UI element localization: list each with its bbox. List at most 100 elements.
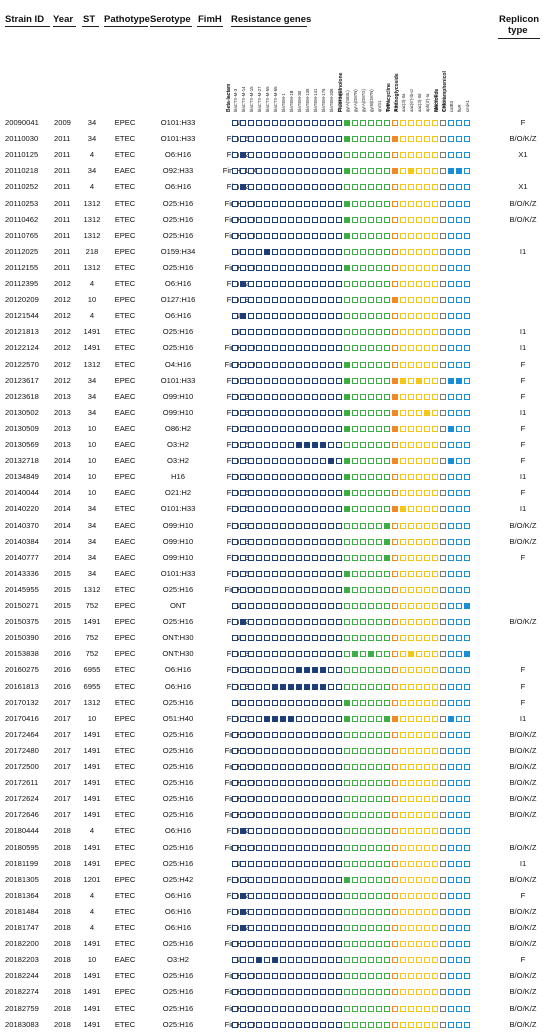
pathotype-cell: ETEC: [114, 584, 136, 594]
gene-absent-marker: [384, 168, 390, 175]
gene-absent-marker: [280, 844, 286, 851]
sequence-type-cell: 1491: [83, 987, 101, 997]
gene-present-marker: [272, 957, 278, 964]
gene-absent-marker: [352, 925, 358, 931]
gene-absent-marker: [288, 538, 294, 545]
gene-absent-marker: [256, 1021, 262, 1028]
header-st: ST: [83, 14, 96, 25]
gene-absent-marker: [272, 828, 278, 835]
gene-absent-marker: [424, 1005, 430, 1012]
gene-absent-marker: [376, 216, 382, 223]
gene-absent-marker: [464, 152, 470, 159]
gene-absent-marker: [256, 651, 262, 658]
gene-absent-marker: [392, 973, 398, 980]
gene-absent-marker: [368, 458, 374, 465]
gene-absent-marker: [376, 232, 382, 239]
serotype-cell: O6:H16: [164, 311, 192, 321]
sequence-type-cell: 34: [87, 536, 97, 546]
gene-absent-marker: [392, 216, 398, 223]
gene-absent-marker: [352, 232, 358, 239]
gene-absent-marker: [400, 409, 406, 416]
gene-absent-marker: [312, 506, 318, 513]
gene-absent-marker: [456, 812, 462, 819]
gene-present-marker: [384, 538, 390, 545]
gene-absent-marker: [448, 329, 454, 336]
replicon-type-cell: B/O/K/Z: [509, 874, 537, 884]
gene-absent-marker: [408, 715, 414, 722]
gene-absent-marker: [296, 925, 302, 931]
gene-absent-marker: [328, 506, 334, 513]
gene-absent-marker: [336, 538, 342, 545]
gene-absent-marker: [336, 329, 342, 336]
gene-absent-marker: [240, 136, 246, 143]
gene-present-marker: [312, 442, 318, 448]
gene-absent-marker: [328, 619, 334, 626]
gene-absent-marker: [408, 425, 414, 432]
gene-absent-marker: [384, 377, 390, 384]
gene-absent-marker: [352, 377, 358, 384]
sequence-type-cell: 1491: [83, 343, 101, 353]
strain-id-cell: 20120209: [5, 295, 39, 305]
gene-absent-marker: [264, 812, 270, 819]
gene-absent-marker: [408, 458, 414, 465]
gene-absent-marker: [360, 168, 366, 175]
gene-absent-marker: [312, 425, 318, 432]
gene-absent-marker: [264, 651, 270, 658]
gene-absent-marker: [288, 812, 294, 819]
gene-absent-marker: [232, 844, 238, 851]
gene-absent-marker: [232, 812, 238, 819]
gene-absent-marker: [352, 989, 358, 996]
gene-absent-marker: [416, 635, 422, 642]
gene-absent-marker: [384, 232, 390, 239]
replicon-type-cell: I1: [519, 472, 527, 482]
gene-absent-marker: [392, 329, 398, 336]
year-cell: 2012: [54, 359, 71, 369]
gene-absent-marker: [272, 554, 278, 561]
gene-group-label: Macrolide: [434, 88, 440, 112]
gene-absent-marker: [424, 989, 430, 996]
gene-absent-marker: [320, 232, 326, 239]
gene-absent-marker: [296, 474, 302, 481]
gene-absent-marker: [272, 876, 278, 883]
gene-absent-marker: [360, 844, 366, 851]
table-header: Strain ID Year ST Pathotype Serotype Fim…: [0, 0, 550, 140]
table-row: 2018059520181491ETECO25:H16FimH198B/O/K/…: [0, 840, 550, 857]
gene-absent-marker: [432, 393, 438, 400]
gene-absent-marker: [360, 731, 366, 738]
gene-absent-marker: [376, 248, 382, 255]
gene-absent-marker: [352, 603, 358, 609]
gene-absent-marker: [336, 635, 342, 642]
gene-absent-marker: [400, 474, 406, 481]
gene-absent-marker: [464, 393, 470, 400]
gene-absent-marker: [424, 184, 430, 191]
gene-absent-marker: [360, 248, 366, 255]
gene-group-label: Tetracycline: [386, 83, 392, 112]
gene-absent-marker: [456, 506, 462, 513]
gene-absent-marker: [336, 780, 342, 787]
gene-absent-marker: [320, 409, 326, 416]
gene-absent-marker: [320, 264, 326, 271]
gene-absent-marker: [280, 377, 286, 384]
gene-absent-marker: [352, 683, 358, 690]
gene-absent-marker: [456, 264, 462, 271]
gene-absent-marker: [304, 200, 310, 207]
gene-absent-marker: [408, 1021, 414, 1028]
gene-absent-marker: [256, 989, 262, 996]
gene-absent-marker: [384, 442, 390, 448]
gene-absent-marker: [296, 941, 302, 948]
gene-label: aac(3)-IId: [417, 93, 422, 112]
gene-absent-marker: [440, 248, 446, 255]
strain-id-cell: 20182200: [5, 939, 39, 949]
gene-absent-marker: [320, 731, 326, 738]
gene-absent-marker: [392, 522, 398, 529]
gene-absent-marker: [312, 860, 318, 867]
gene-absent-marker: [256, 345, 262, 352]
gene-absent-marker: [392, 989, 398, 996]
gene-absent-marker: [288, 377, 294, 384]
gene-absent-marker: [264, 603, 270, 609]
gene-absent-marker: [344, 764, 350, 770]
